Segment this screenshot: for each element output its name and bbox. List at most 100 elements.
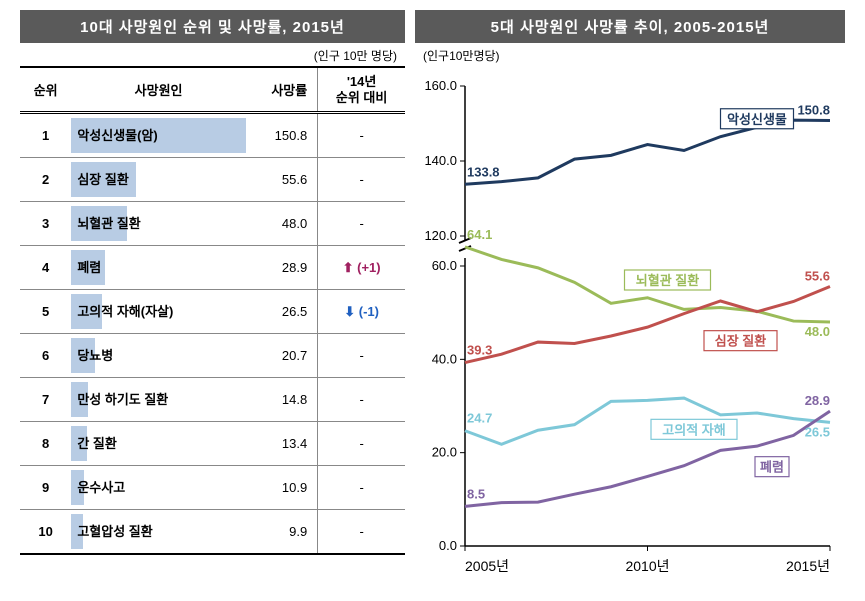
cell-rank: 5 <box>20 290 71 334</box>
series-line <box>465 398 830 444</box>
cell-rank: 2 <box>20 158 71 202</box>
cause-label: 간 질환 <box>71 422 246 465</box>
cause-label: 운수사고 <box>71 466 246 509</box>
cause-label: 악성신생물(암) <box>71 114 246 157</box>
cell-cause: 만성 하기도 질환 <box>71 378 246 422</box>
series-label: 고의적 자해 <box>662 422 725 437</box>
cell-rank: 10 <box>20 510 71 555</box>
cell-rank: 3 <box>20 202 71 246</box>
cell-change: - <box>318 202 405 246</box>
series-label: 악성신생물 <box>727 112 787 127</box>
cell-rate: 55.6 <box>246 158 318 202</box>
cell-change: - <box>318 378 405 422</box>
table-row: 1악성신생물(암)150.8- <box>20 113 405 158</box>
cause-label: 고의적 자해(자살) <box>71 290 246 333</box>
cell-cause: 심장 질환 <box>71 158 246 202</box>
cell-change: - <box>318 334 405 378</box>
cell-change: ⬆ (+1) <box>318 246 405 290</box>
chart-panel: 5대 사망원인 사망률 추이, 2005-2015년 (인구10만명당) 120… <box>415 10 845 588</box>
cell-change: - <box>318 510 405 555</box>
end-value-label: 55.6 <box>805 269 830 284</box>
table-panel: 10대 사망원인 순위 및 사망률, 2015년 (인구 10만 명당) 순위 … <box>20 10 405 588</box>
arrow-up-icon: ⬆ <box>343 260 354 275</box>
cell-rate: 26.5 <box>246 290 318 334</box>
x-tick-label: 2015년 <box>786 558 830 574</box>
cause-label: 폐렴 <box>71 246 246 289</box>
cell-change: - <box>318 158 405 202</box>
y-tick-label: 140.0 <box>424 153 457 168</box>
cell-rate: 10.9 <box>246 466 318 510</box>
cell-cause: 뇌혈관 질환 <box>71 202 246 246</box>
cell-rank: 6 <box>20 334 71 378</box>
cell-cause: 운수사고 <box>71 466 246 510</box>
line-chart: 120.0 140.0 160.0 0.0 20.0 40.0 60.0 2005년 2010년… <box>415 66 845 596</box>
y-tick-label: 120.0 <box>424 228 457 243</box>
table-row: 4폐렴28.9⬆ (+1) <box>20 246 405 290</box>
th-rank: 순위 <box>20 67 71 113</box>
table-row: 2심장 질환55.6- <box>20 158 405 202</box>
cell-cause: 고의적 자해(자살) <box>71 290 246 334</box>
cell-change: - <box>318 422 405 466</box>
cause-label: 심장 질환 <box>71 158 246 201</box>
cell-rate: 150.8 <box>246 113 318 158</box>
start-value-label: 8.5 <box>467 486 485 501</box>
cell-cause: 당뇨병 <box>71 334 246 378</box>
cell-cause: 폐렴 <box>71 246 246 290</box>
table-row: 7만성 하기도 질환14.8- <box>20 378 405 422</box>
cell-rate: 28.9 <box>246 246 318 290</box>
start-value-label: 133.8 <box>467 164 500 179</box>
cell-cause: 악성신생물(암) <box>71 113 246 158</box>
cause-label: 고혈압성 질환 <box>71 510 246 553</box>
table-row: 8간 질환13.4- <box>20 422 405 466</box>
cell-rate: 20.7 <box>246 334 318 378</box>
series-label: 뇌혈관 질환 <box>636 273 699 288</box>
end-value-label: 48.0 <box>805 324 830 339</box>
series-line <box>465 120 830 184</box>
cell-change: - <box>318 466 405 510</box>
table-row: 9운수사고10.9- <box>20 466 405 510</box>
chart-unit: (인구10만명당) <box>415 43 845 66</box>
cell-rank: 7 <box>20 378 71 422</box>
cell-rank: 9 <box>20 466 71 510</box>
cell-rank: 8 <box>20 422 71 466</box>
arrow-down-icon: ⬇ <box>344 304 355 319</box>
th-rate: 사망률 <box>246 67 318 113</box>
death-cause-table: 순위 사망원인 사망률 '14년 순위 대비 1악성신생물(암)150.8-2심… <box>20 66 405 555</box>
cell-rate: 13.4 <box>246 422 318 466</box>
x-tick-label: 2010년 <box>625 558 669 574</box>
cell-rate: 14.8 <box>246 378 318 422</box>
cell-rate: 48.0 <box>246 202 318 246</box>
cell-rate: 9.9 <box>246 510 318 555</box>
series-label: 폐렴 <box>760 460 784 475</box>
y-tick-label: 60.0 <box>432 258 457 273</box>
y-tick-label: 20.0 <box>432 445 457 460</box>
cell-rank: 4 <box>20 246 71 290</box>
series-label: 심장 질환 <box>715 334 766 349</box>
table-row: 10고혈압성 질환9.9- <box>20 510 405 555</box>
y-tick-label: 40.0 <box>432 351 457 366</box>
table-header: 10대 사망원인 순위 및 사망률, 2015년 <box>20 10 405 43</box>
y-tick-label: 0.0 <box>439 538 457 553</box>
table-row: 3뇌혈관 질환48.0- <box>20 202 405 246</box>
main-container: 10대 사망원인 순위 및 사망률, 2015년 (인구 10만 명당) 순위 … <box>0 0 865 598</box>
cell-rank: 1 <box>20 113 71 158</box>
cell-change: - <box>318 113 405 158</box>
table-row: 6당뇨병20.7- <box>20 334 405 378</box>
y-tick-label: 160.0 <box>424 78 457 93</box>
start-value-label: 24.7 <box>467 411 492 426</box>
start-value-label: 64.1 <box>467 227 492 242</box>
cause-label: 만성 하기도 질환 <box>71 378 246 421</box>
x-tick-label: 2005년 <box>465 558 509 574</box>
chart-header: 5대 사망원인 사망률 추이, 2005-2015년 <box>415 10 845 43</box>
end-value-label: 150.8 <box>797 103 830 118</box>
cell-cause: 간 질환 <box>71 422 246 466</box>
cause-label: 당뇨병 <box>71 334 246 377</box>
th-change: '14년 순위 대비 <box>318 67 405 113</box>
cause-label: 뇌혈관 질환 <box>71 202 246 245</box>
end-value-label: 26.5 <box>805 424 830 439</box>
th-cause: 사망원인 <box>71 67 246 113</box>
table-unit: (인구 10만 명당) <box>20 43 405 66</box>
cell-change: ⬇ (-1) <box>318 290 405 334</box>
table-row: 5고의적 자해(자살)26.5⬇ (-1) <box>20 290 405 334</box>
cell-cause: 고혈압성 질환 <box>71 510 246 555</box>
